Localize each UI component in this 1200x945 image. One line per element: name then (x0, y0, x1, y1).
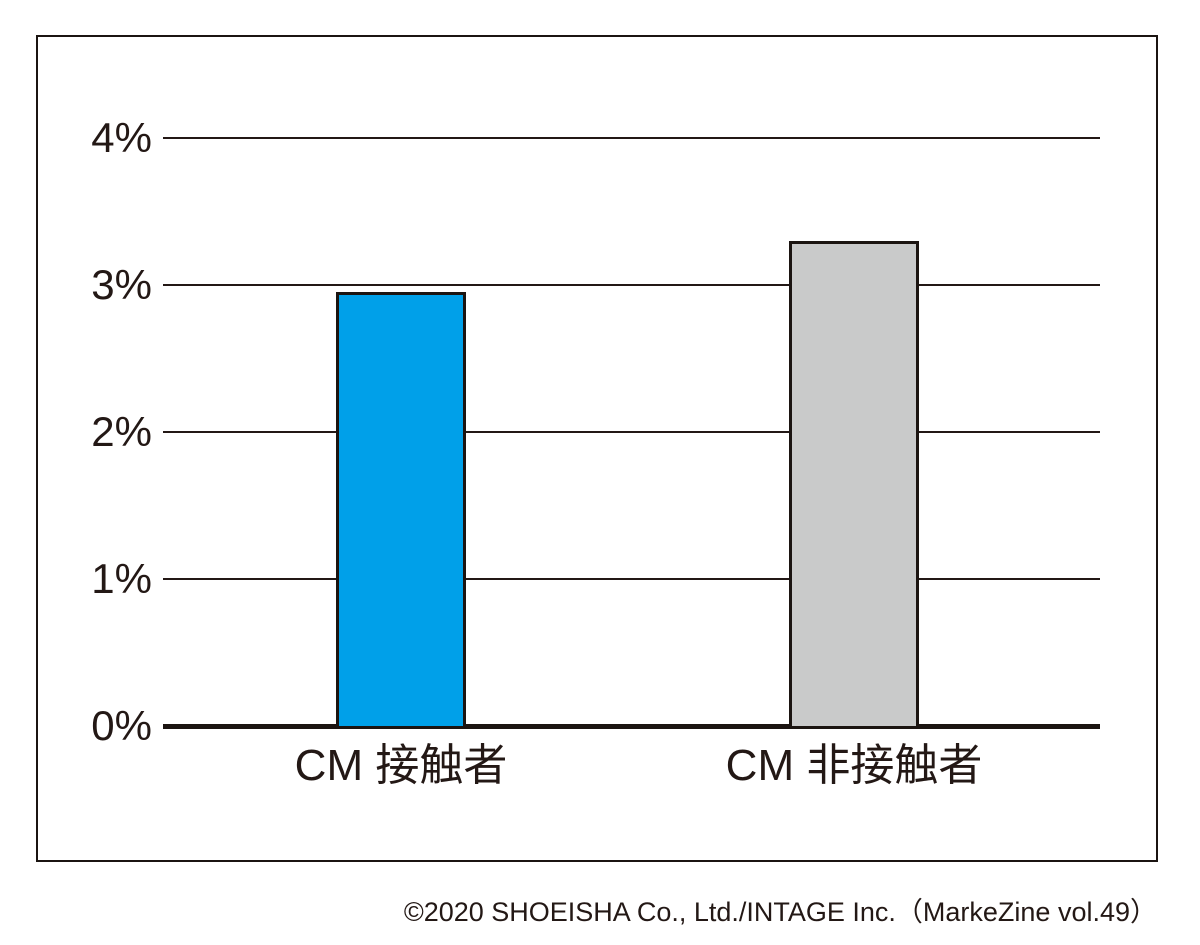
gridline-2% (163, 431, 1100, 433)
gridline-3% (163, 284, 1100, 286)
x-axis-baseline (163, 724, 1100, 729)
y-tick-label-3%: 3% (91, 261, 152, 308)
y-tick-label-0%: 0% (91, 702, 152, 749)
bar-cm-unexposed (789, 241, 919, 726)
copyright-text: ©2020 SHOEISHA Co., Ltd./INTAGE Inc.（Mar… (403, 897, 1157, 927)
y-tick-label-1%: 1% (91, 555, 152, 602)
y-tick-label-2%: 2% (91, 408, 152, 455)
bar-cm-exposed (336, 292, 466, 726)
chart-frame-border (36, 35, 1158, 862)
gridline-4% (163, 137, 1100, 139)
y-tick-label-4%: 4% (91, 114, 152, 161)
category-label-cm-unexposed: CM 非接触者 (725, 741, 983, 790)
gridline-1% (163, 578, 1100, 580)
category-label-cm-exposed: CM 接触者 (294, 741, 508, 790)
